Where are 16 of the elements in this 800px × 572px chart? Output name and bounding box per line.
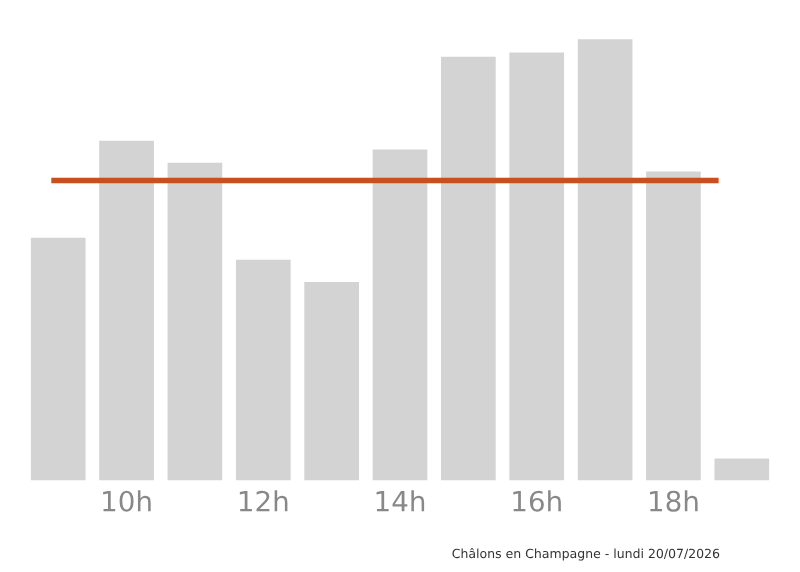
bar <box>646 171 701 481</box>
bar <box>372 149 428 481</box>
bar <box>304 281 359 481</box>
bar <box>441 56 496 481</box>
bar <box>99 140 154 481</box>
x-tick-label: 18h <box>650 490 698 512</box>
x-tick-label: 12h <box>239 490 288 512</box>
bar <box>167 162 223 481</box>
bar <box>577 39 633 481</box>
bar <box>509 52 565 481</box>
x-tick-label: 14h <box>376 490 425 512</box>
x-tick-label: 16h <box>513 490 561 512</box>
bar <box>235 259 291 481</box>
bar <box>714 458 770 481</box>
bar <box>30 237 86 481</box>
x-tick-label: 10h <box>103 490 151 512</box>
